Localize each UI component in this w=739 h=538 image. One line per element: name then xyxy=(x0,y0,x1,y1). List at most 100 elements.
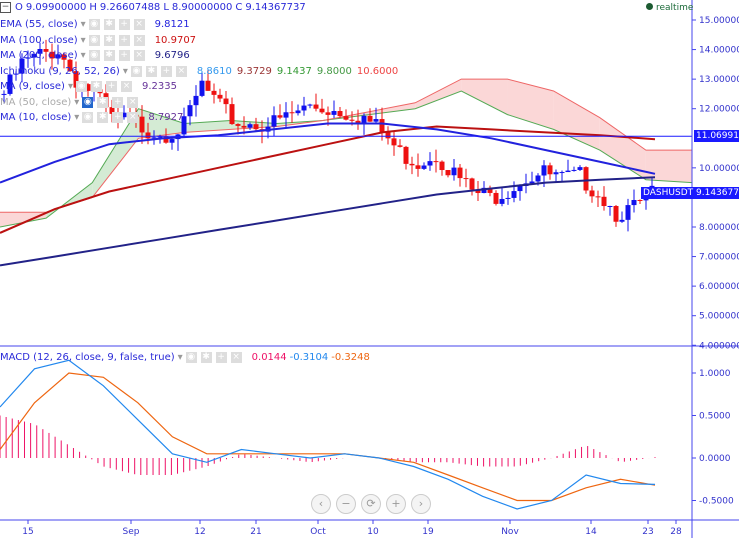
gear-icon[interactable]: ✱ xyxy=(200,352,212,363)
eye-icon[interactable]: ◉ xyxy=(130,65,142,77)
gear-icon[interactable]: ✱ xyxy=(90,81,102,92)
gear-icon[interactable]: ✱ xyxy=(97,112,109,123)
indicator-label[interactable]: MA (100, close) xyxy=(0,34,78,46)
scroll-right-button[interactable]: › xyxy=(411,494,431,514)
candle-body xyxy=(241,125,247,128)
plus-icon[interactable]: + xyxy=(215,352,227,363)
realtime-indicator: realtime xyxy=(646,3,693,13)
indicator-value: 9.1437 xyxy=(276,65,312,77)
candle-body xyxy=(457,167,463,179)
candle-body xyxy=(529,181,535,184)
indicator-legend: EMA (55, close) ▾ ◉ ✱ + × 9.8121 xyxy=(0,19,190,30)
candle-body xyxy=(199,80,205,96)
gear-icon[interactable]: ✱ xyxy=(103,50,115,61)
candle-body xyxy=(439,161,445,171)
candle-body xyxy=(631,200,637,206)
ma100-line xyxy=(0,125,656,234)
hline-tag: 11.06991212 xyxy=(694,130,739,142)
plus-icon[interactable]: + xyxy=(118,50,130,61)
indicator-label[interactable]: Ichimoku (9, 26, 52, 26) xyxy=(0,65,120,77)
low-value: 8.90000000 xyxy=(171,2,233,13)
signal-line xyxy=(0,372,656,502)
close-icon[interactable]: × xyxy=(133,19,145,30)
eye-icon[interactable]: ◉ xyxy=(185,352,197,363)
plus-icon[interactable]: + xyxy=(112,112,124,123)
candle-body xyxy=(121,112,127,118)
close-icon[interactable]: × xyxy=(120,81,132,92)
macd-label[interactable]: MACD (12, 26, close, 9, false, true) xyxy=(0,352,175,363)
close-icon[interactable]: × xyxy=(175,65,187,77)
candle-body xyxy=(349,119,355,121)
macd-tick-label: 0.5000 xyxy=(699,412,731,422)
macd-tick-label: 1.0000 xyxy=(699,369,731,379)
candle-body xyxy=(601,196,607,207)
indicator-label[interactable]: MA (9, close) xyxy=(0,81,65,92)
candle-body xyxy=(553,172,559,175)
collapse-icon[interactable]: − xyxy=(0,2,11,13)
candle-body xyxy=(277,115,283,118)
indicator-label[interactable]: MA (50, close) xyxy=(0,96,72,108)
candle-body xyxy=(109,107,115,114)
time-tick-label: 23 xyxy=(642,527,653,537)
eye-icon[interactable]: ◉ xyxy=(88,34,100,46)
candle-body xyxy=(325,112,331,115)
eye-icon[interactable]: ◉ xyxy=(82,96,94,108)
plus-icon[interactable]: + xyxy=(118,19,130,30)
close-icon[interactable]: × xyxy=(127,112,139,123)
plus-icon[interactable]: + xyxy=(112,96,124,108)
eye-icon[interactable]: ◉ xyxy=(75,81,87,92)
plus-icon[interactable]: + xyxy=(105,81,117,92)
indicator-label[interactable]: EMA (55, close) xyxy=(0,19,78,30)
candle-body xyxy=(85,84,91,91)
close-icon[interactable]: × xyxy=(133,50,145,61)
ichimoku-cloud-segment xyxy=(92,108,139,198)
ma200-line xyxy=(0,176,656,267)
candle-body xyxy=(571,169,577,171)
candle-body xyxy=(403,146,409,164)
zoom-out-button[interactable]: − xyxy=(336,494,356,514)
o-label: O xyxy=(15,2,23,13)
plus-icon[interactable]: + xyxy=(160,65,172,77)
candle-body xyxy=(391,138,397,146)
indicator-legend: MA (10, close) ▾ ◉ ✱ + × 8.7927 xyxy=(0,112,184,123)
plus-icon[interactable]: + xyxy=(118,34,130,46)
price-tick-label: 14.00000000 xyxy=(699,46,739,56)
indicator-label[interactable]: MA (200, close) xyxy=(0,50,78,61)
gear-icon[interactable]: ✱ xyxy=(145,65,157,77)
candle-body xyxy=(493,192,499,204)
candle-body xyxy=(313,104,319,109)
price-tick-label: 4.00000000 xyxy=(699,341,739,351)
close-icon[interactable]: × xyxy=(133,34,145,46)
close-value: 9.14367737 xyxy=(245,2,306,13)
ichimoku-cloud-segment xyxy=(599,117,646,180)
gear-icon[interactable]: ✱ xyxy=(97,96,109,108)
indicator-value: 10.9707 xyxy=(154,34,197,46)
price-tick-label: 12.00000000 xyxy=(699,105,739,115)
time-tick-label: 12 xyxy=(194,527,205,537)
indicator-value: 9.2335 xyxy=(141,81,177,92)
indicator-legend: MA (200, close) ▾ ◉ ✱ + × 9.6796 xyxy=(0,50,190,61)
close-icon[interactable]: × xyxy=(230,352,242,363)
candle-body xyxy=(187,105,193,117)
candle-body xyxy=(223,98,229,105)
gear-icon[interactable]: ✱ xyxy=(103,19,115,30)
gear-icon[interactable]: ✱ xyxy=(103,34,115,46)
candle-body xyxy=(289,112,295,114)
candle-body xyxy=(49,51,55,59)
candle-body xyxy=(145,132,151,139)
eye-icon[interactable]: ◉ xyxy=(88,19,100,30)
close-icon[interactable]: × xyxy=(127,96,139,108)
candle-body xyxy=(499,198,505,204)
candle-body xyxy=(481,187,487,194)
eye-icon[interactable]: ◉ xyxy=(82,112,94,123)
candle-body xyxy=(583,167,589,191)
indicator-value: 10.6000 xyxy=(356,65,399,77)
reset-button[interactable]: ⟳ xyxy=(361,494,381,514)
scroll-left-button[interactable]: ‹ xyxy=(311,494,331,514)
indicator-label[interactable]: MA (10, close) xyxy=(0,112,72,123)
eye-icon[interactable]: ◉ xyxy=(88,50,100,61)
candle-body xyxy=(355,120,361,125)
zoom-in-button[interactable]: + xyxy=(386,494,406,514)
